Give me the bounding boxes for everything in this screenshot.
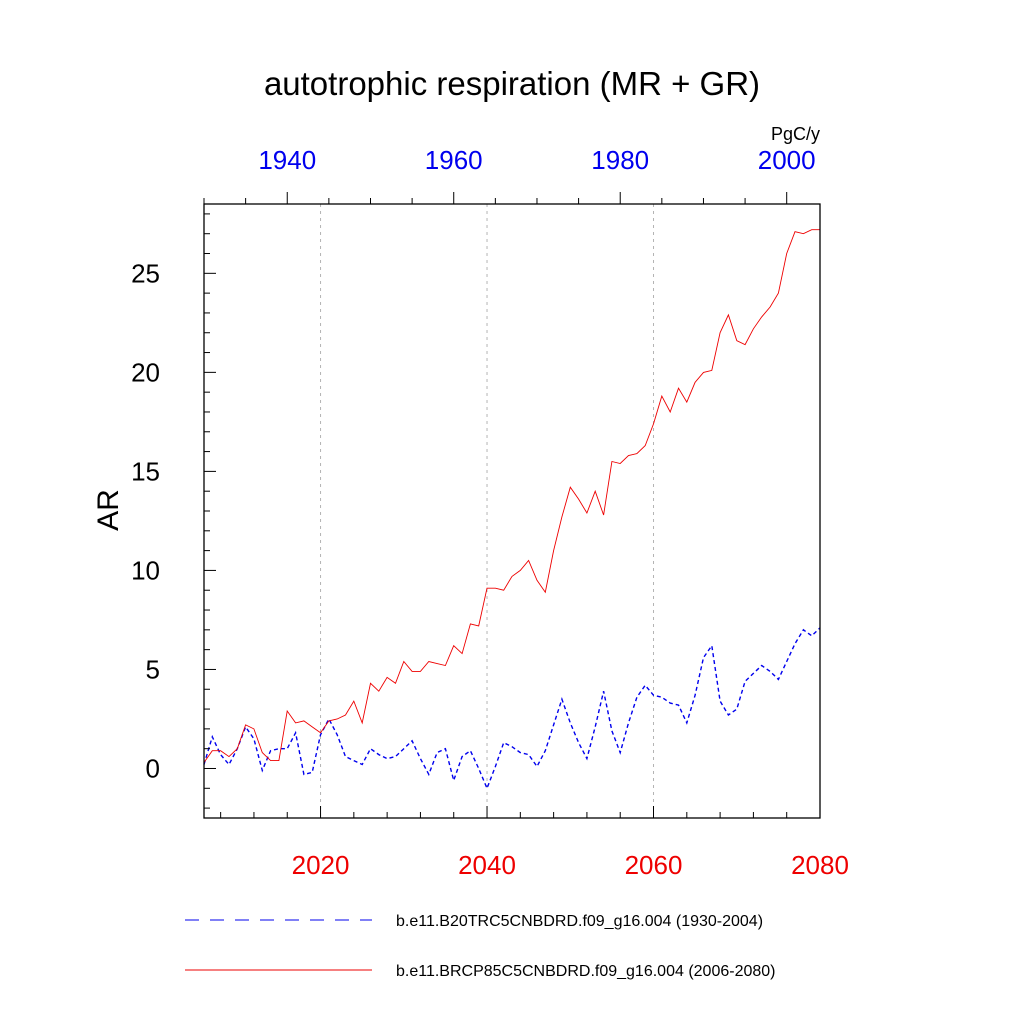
units-label: PgC/y	[771, 124, 820, 144]
label-layer: 2020 2040 2060 2080 1940 1960 1980 2000 0 5 10 15 20…	[131, 145, 849, 880]
rcp85-series-line	[203, 229, 820, 763]
x-bottom-tick-label-2060: 2060	[625, 850, 683, 880]
historical-series-line	[203, 627, 821, 791]
y-tick-label-20: 20	[131, 357, 160, 387]
chart-title: autotrophic respiration (MR + GR)	[264, 65, 760, 102]
legend-entry-0: b.e11.B20TRC5CNBDRD.f09_g16.004 (1930-20…	[396, 913, 763, 930]
legend-entry-1: b.e11.BRCP85C5CNBDRD.f09_g16.004 (2006-2…	[396, 963, 775, 980]
x-top-tick-label-2000: 2000	[758, 145, 816, 175]
y-tick-label-10: 10	[131, 555, 160, 585]
y-axis-label: AR	[92, 489, 125, 531]
x-bottom-tick-label-2080: 2080	[791, 850, 849, 880]
y-tick-label-5: 5	[146, 654, 160, 684]
legend: b.e11.B20TRC5CNBDRD.f09_g16.004 (1930-20…	[185, 913, 775, 980]
x-top-tick-label-1960: 1960	[425, 145, 483, 175]
y-tick-label-25: 25	[131, 258, 160, 288]
x-top-tick-label-1940: 1940	[258, 145, 316, 175]
grid-layer	[320, 204, 655, 818]
series-layer	[203, 229, 821, 791]
plot-frame	[203, 203, 821, 819]
x-bottom-tick-label-2020: 2020	[292, 850, 350, 880]
y-tick-label-15: 15	[131, 456, 160, 486]
x-top-tick-label-1980: 1980	[591, 145, 649, 175]
x-bottom-tick-label-2040: 2040	[458, 850, 516, 880]
y-tick-label-0: 0	[146, 753, 160, 783]
tick-layer	[203, 192, 821, 818]
